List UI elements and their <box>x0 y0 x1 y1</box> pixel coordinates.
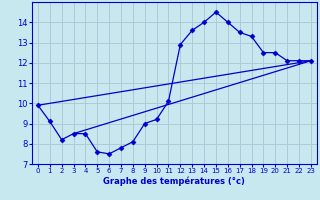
X-axis label: Graphe des températures (°c): Graphe des températures (°c) <box>103 177 245 186</box>
